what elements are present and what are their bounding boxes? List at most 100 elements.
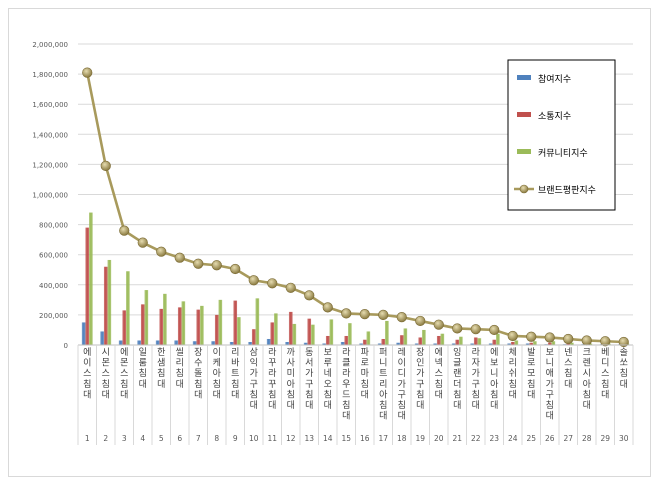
bar-community (588, 343, 593, 345)
category-label-char: 잉 (453, 346, 461, 358)
category-label-char: 대 (509, 389, 517, 400)
rank-label: 29 (600, 434, 610, 443)
category-label-char: 케 (213, 358, 221, 369)
category-label-char: 대 (176, 379, 184, 390)
bar-communication (177, 307, 182, 345)
rank-label: 17 (378, 434, 388, 443)
bar-participation (396, 342, 400, 345)
category-label-char: 한 (157, 347, 165, 358)
y-tick-label: 1,000,000 (32, 192, 68, 200)
brand-reputation-point (341, 308, 352, 319)
rank-label: 23 (489, 434, 499, 443)
category-label-char: 솔 (620, 347, 628, 358)
category-label-char: 수 (194, 358, 202, 369)
category-label-char: 랜 (453, 368, 461, 379)
category-label-char: 대 (102, 389, 110, 400)
category-label-char: 대 (213, 389, 221, 400)
category-label-char: 루 (324, 358, 332, 369)
category-label-char: 스 (435, 368, 443, 379)
category-label-char: 침 (472, 389, 480, 400)
category-label-char: 대 (139, 379, 147, 390)
category-label-char: 침 (416, 389, 424, 400)
category-label-char: 가 (250, 368, 258, 379)
bar-participation (211, 341, 215, 345)
bar-community (570, 342, 574, 345)
category-label-char: 로 (361, 359, 369, 369)
y-tick-label: 200,000 (39, 312, 68, 320)
legend-label: 커뮤니티지수 (538, 148, 588, 159)
category-label-char: 스 (83, 368, 91, 379)
category-label-char: 대 (194, 389, 202, 400)
rank-label: 19 (415, 434, 425, 443)
category-label-char: 씰 (176, 347, 184, 358)
category-label-char: 발 (527, 347, 535, 358)
rank-label: 22 (471, 434, 481, 443)
category-label-char: 침 (583, 389, 591, 400)
category-label-char: 클 (342, 358, 350, 369)
category-label-char: 대 (527, 389, 535, 400)
category-label-char: 침 (398, 400, 406, 411)
bar-community (533, 341, 537, 345)
legend-label: 소통지수 (538, 111, 571, 122)
category-label-char: 구 (546, 389, 554, 400)
category-label-char: 니 (490, 368, 498, 379)
category-label-char: 침 (157, 368, 165, 379)
category-label-char: 가 (305, 368, 313, 379)
category-label-char: 마 (361, 368, 370, 379)
bar-participation (174, 340, 178, 345)
brand-reputation-point (489, 324, 500, 336)
bar-participation (303, 342, 308, 345)
rank-label: 10 (249, 434, 259, 443)
category-label-char: 라 (342, 368, 351, 379)
bar-participation (322, 343, 326, 345)
brand-reputation-point (544, 332, 555, 343)
bar-community (237, 317, 241, 345)
category-label-char: 침 (361, 379, 369, 390)
bar-participation (488, 343, 493, 345)
category-label-char: 파 (361, 347, 370, 358)
category-label-char: 꾸 (268, 359, 276, 369)
rank-label: 5 (159, 434, 164, 443)
bar-communication (325, 335, 330, 345)
category-label-char: 가 (472, 368, 480, 379)
category-label-char: 대 (231, 389, 239, 400)
category-label-char: 아 (379, 389, 388, 400)
category-label-char: 오 (324, 379, 332, 390)
category-label-char: 침 (194, 379, 202, 390)
category-label-char: 넨 (564, 347, 572, 358)
category-label-char: 인 (416, 358, 424, 369)
bar-participation (266, 338, 271, 345)
category-label-char: 침 (324, 389, 332, 400)
category-label-char: 가 (546, 379, 554, 390)
category-label-char: 침 (342, 400, 350, 411)
category-label-char: 네 (324, 368, 332, 379)
rank-label: 11 (267, 434, 277, 443)
category-label-char: 시 (583, 368, 591, 379)
brand-reputation-point (581, 335, 592, 346)
bar-community (292, 323, 297, 345)
bar-communication (344, 335, 349, 345)
category-label-char: 침 (509, 379, 517, 390)
bar-series (81, 212, 630, 345)
category-label-char: 룸 (139, 358, 147, 369)
category-label-char: 침 (83, 379, 91, 390)
category-label-char: 일 (139, 347, 147, 358)
category-label-char: 트 (379, 369, 387, 379)
brand-reputation-point (359, 309, 370, 320)
category-label-char: 쉬 (509, 368, 517, 379)
category-label-char: 가 (416, 368, 424, 379)
category-label-char: 대 (379, 411, 387, 422)
category-label-char: 대 (490, 400, 498, 411)
brand-reputation-point (526, 331, 537, 342)
category-label-char: 리 (231, 347, 239, 358)
bar-community (477, 338, 482, 345)
